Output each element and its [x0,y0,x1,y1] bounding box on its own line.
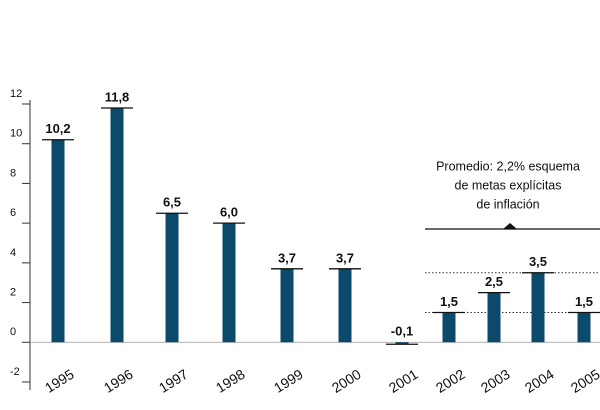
value-label: 6,5 [163,195,181,210]
x-tick-label: 1999 [271,366,306,396]
bar [531,272,545,343]
x-tick-label: 1998 [213,366,248,396]
y-tick-label: 8 [10,167,16,179]
x-tick-label: 2000 [329,366,364,396]
x-tick-label: 1996 [101,366,136,396]
y-tick-label: 2 [10,286,16,298]
x-tick-label: 1995 [42,366,77,396]
x-tick-label: 2004 [522,366,557,396]
y-tick-label: 0 [10,326,16,338]
bar [222,223,236,343]
x-tick-label: 2001 [386,366,421,396]
bar [338,268,352,343]
value-label: 1,5 [575,294,593,309]
annotation: Promedio: 2,2% esquema [436,159,580,173]
bar [395,342,409,345]
value-label: 10,2 [45,121,70,136]
value-label: -0,1 [391,324,413,339]
value-label: 11,8 [105,89,130,104]
value-label: 3,7 [336,250,354,265]
value-label: 3,5 [529,254,547,269]
bar [577,312,591,343]
x-tick-label: 2003 [478,366,513,396]
value-label: 3,7 [278,250,296,265]
bar [51,139,65,343]
annotation: de metas explícitas [455,178,562,192]
bar [442,312,456,343]
x-tick-label: 2005 [568,366,600,396]
y-tick-label: 10 [10,128,22,140]
value-label: 6,0 [220,205,238,220]
x-tick-label: 2002 [433,366,468,396]
bar [110,107,124,343]
bar [487,292,501,343]
y-tick-label: 4 [10,247,16,259]
value-label: 1,5 [440,294,458,309]
bar [280,268,294,343]
annotation-pointer [503,223,517,229]
y-tick-label: -2 [10,366,20,378]
x-tick-label: 1997 [156,366,191,396]
bar [165,213,179,343]
y-tick-label: 12 [10,88,22,100]
annotation: de inflación [476,197,539,211]
value-label: 2,5 [485,274,503,289]
y-tick-label: 6 [10,207,16,219]
